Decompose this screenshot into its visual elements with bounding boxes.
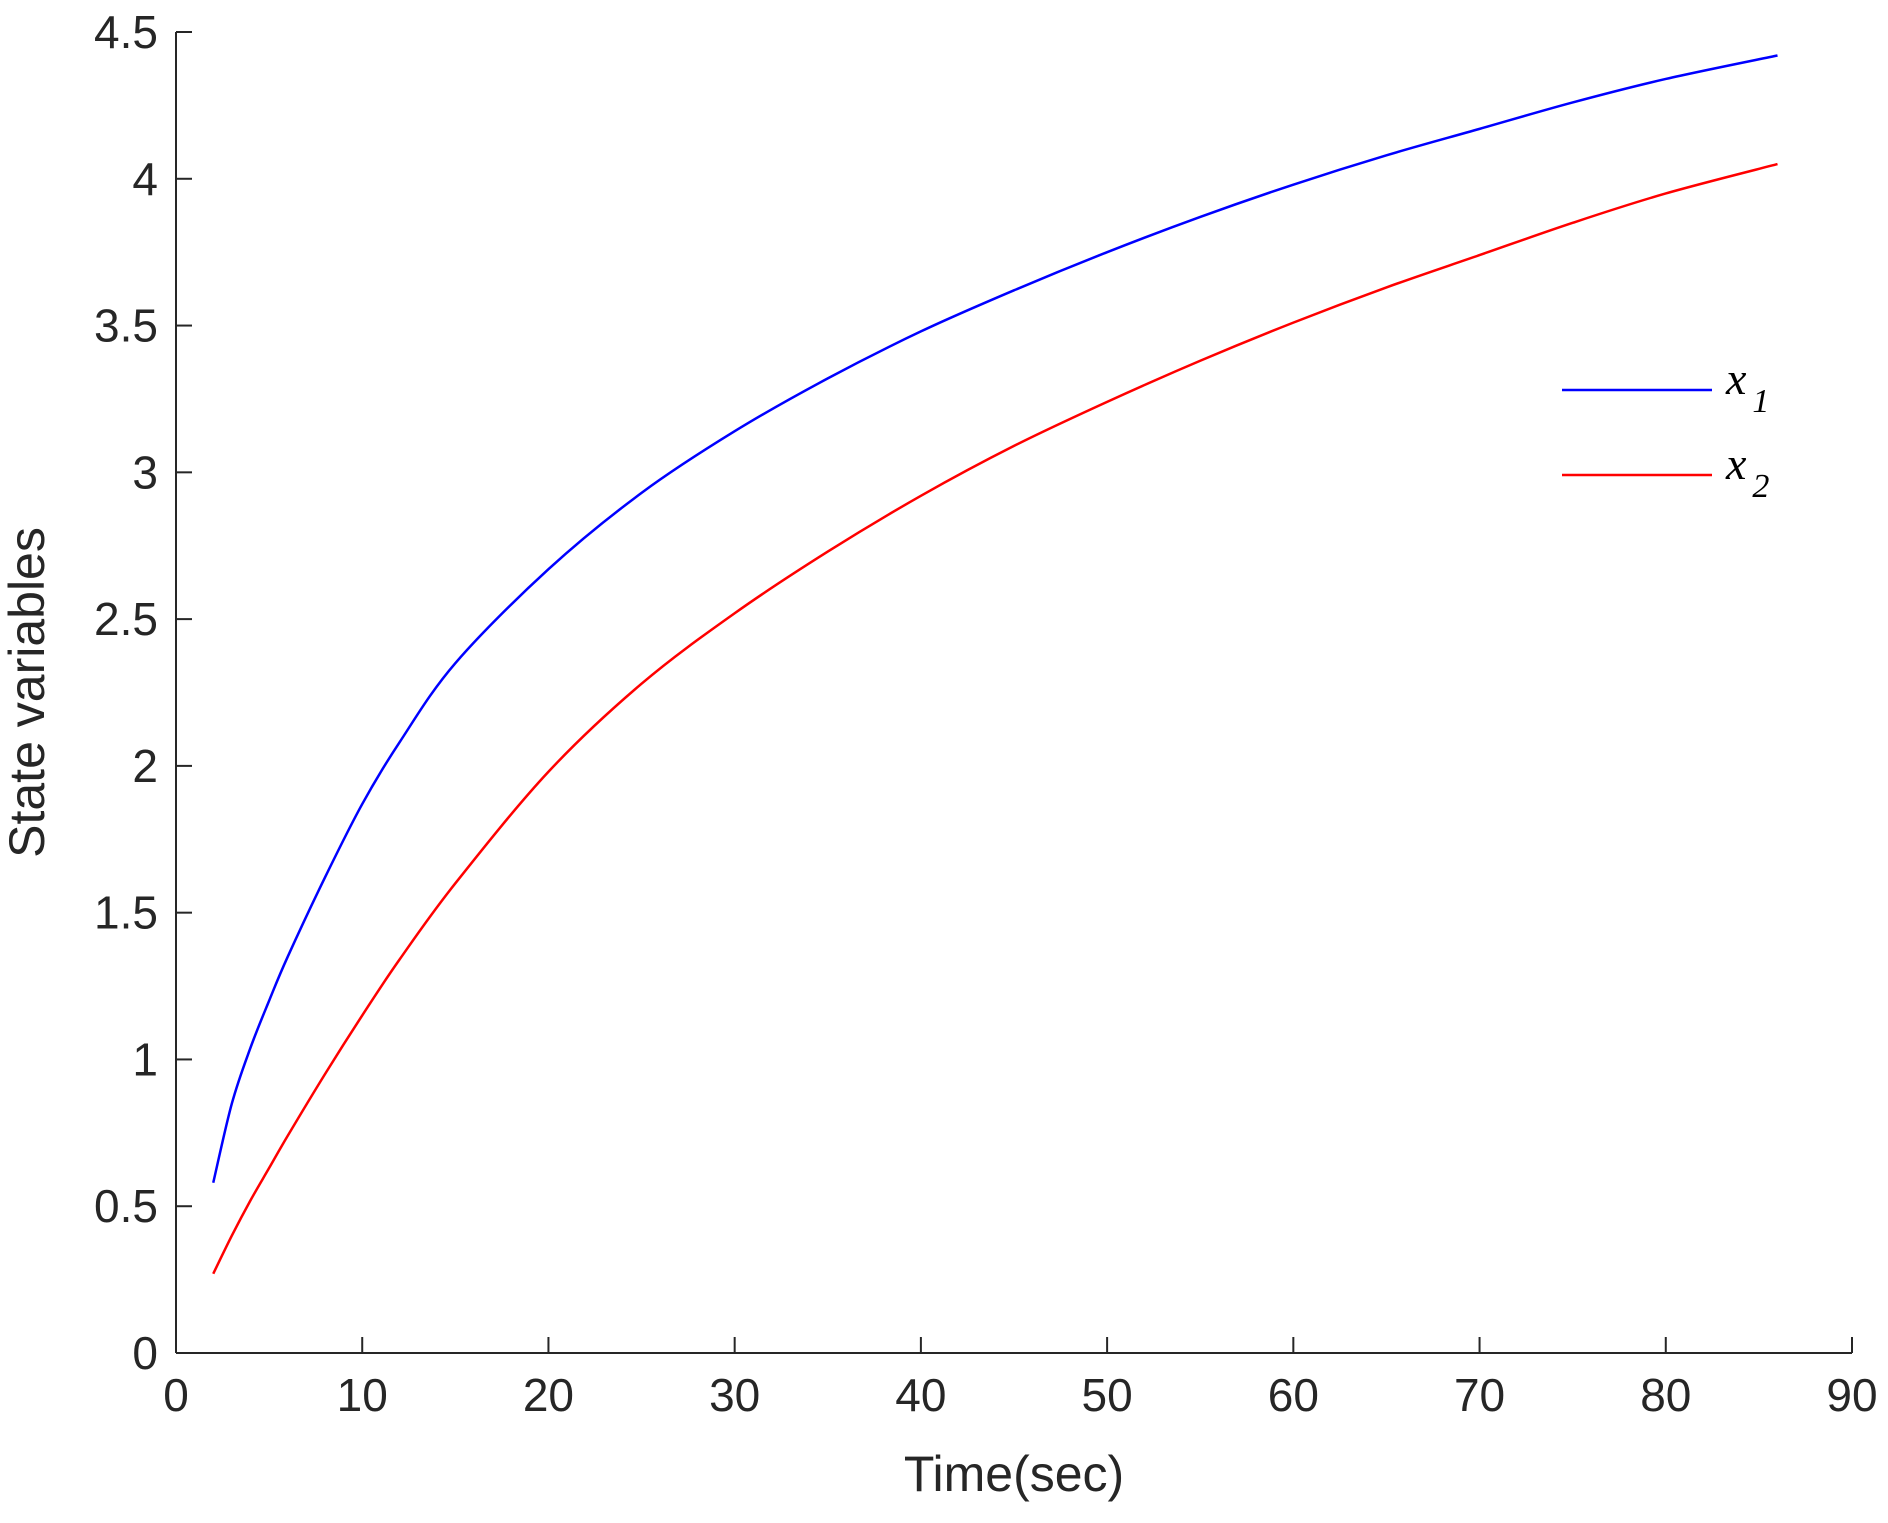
x-tick-label: 20	[523, 1369, 574, 1421]
y-tick-label: 4	[132, 153, 158, 205]
y-axis-label: State variables	[0, 527, 55, 858]
legend-symbol-x1: x	[1725, 353, 1747, 404]
x-tick-label: 0	[163, 1369, 189, 1421]
series-lines	[212, 54, 1778, 1275]
x-tick-label: 70	[1454, 1369, 1505, 1421]
x-tick-label: 50	[1082, 1369, 1133, 1421]
x-tick-label: 80	[1640, 1369, 1691, 1421]
x-axis-ticks: 0 10 20 30 40 50 60 70 80 90	[163, 1337, 1878, 1421]
y-tick-label: 2	[132, 740, 158, 792]
y-tick-label: 0	[132, 1327, 158, 1379]
legend-symbol-x2: x	[1725, 438, 1747, 489]
x-tick-label: 90	[1826, 1369, 1877, 1421]
x-tick-label: 30	[709, 1369, 760, 1421]
x-tick-label: 60	[1268, 1369, 1319, 1421]
y-tick-label: 1	[132, 1033, 158, 1085]
y-tick-label: 3.5	[94, 300, 158, 352]
x-tick-label: 40	[895, 1369, 946, 1421]
y-tick-label: 3	[132, 446, 158, 498]
series-line-x1	[212, 54, 1778, 1184]
legend-subscript-x2: 2	[1752, 468, 1769, 505]
x-axis-label: Time(sec)	[904, 1446, 1124, 1502]
y-axis-ticks: 0 0.5 1 1.5 2 2.5 3 3.5 4 4.5	[94, 6, 192, 1379]
y-tick-label: 2.5	[94, 593, 158, 645]
y-tick-label: 4.5	[94, 6, 158, 58]
x-tick-label: 10	[337, 1369, 388, 1421]
legend-subscript-x1: 1	[1752, 383, 1769, 420]
series-line-x2	[212, 162, 1778, 1275]
y-tick-label: 0.5	[94, 1180, 158, 1232]
y-tick-label: 1.5	[94, 887, 158, 939]
